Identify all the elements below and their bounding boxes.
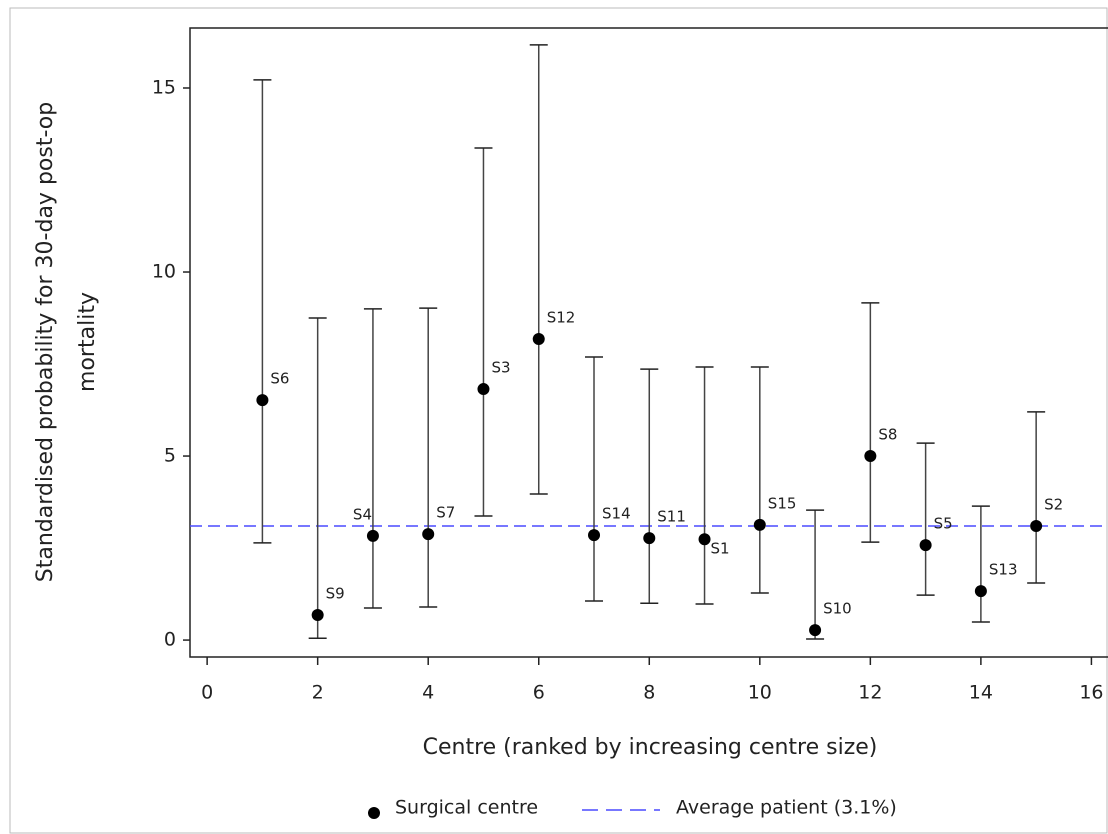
point-label: S4 [353, 505, 372, 523]
point [864, 450, 877, 463]
x-tick-label: 4 [422, 682, 434, 704]
point [366, 529, 379, 542]
y-axis-label: Standardised probability for 30-day post… [33, 102, 100, 582]
x-tick-label: 6 [533, 682, 545, 704]
point-label: S7 [436, 504, 455, 522]
point-label: S2 [1044, 495, 1063, 513]
legend-marker [368, 807, 380, 819]
point [643, 532, 656, 545]
x-tick-label: 14 [969, 682, 993, 704]
x-tick-label: 2 [312, 682, 324, 704]
point-label: S12 [547, 309, 576, 327]
point-label: S9 [326, 585, 345, 603]
point-label: S5 [934, 515, 953, 533]
point-label: S11 [657, 508, 686, 526]
point [477, 383, 490, 396]
x-tick-label: 12 [858, 682, 882, 704]
point-label: S10 [823, 600, 852, 618]
legend-label: Surgical centre [395, 797, 538, 819]
x-tick-label: 0 [201, 682, 213, 704]
point [698, 533, 711, 546]
point-label: S8 [878, 426, 897, 444]
point-label: S13 [989, 561, 1018, 579]
point [919, 539, 932, 552]
legend-label: Average patient (3.1%) [676, 797, 897, 819]
point [809, 624, 822, 637]
x-tick-label: 10 [748, 682, 772, 704]
point [422, 528, 435, 541]
point [588, 529, 601, 542]
point-label: S6 [270, 370, 289, 388]
y-axis-label-line: mortality [75, 292, 100, 392]
y-tick-label: 5 [164, 445, 176, 467]
point [256, 394, 269, 407]
point-label: S14 [602, 505, 631, 523]
x-tick-label: 8 [643, 682, 655, 704]
point [532, 333, 545, 346]
y-tick-label: 15 [152, 76, 176, 98]
point-label: S1 [711, 540, 730, 558]
y-tick-label: 10 [152, 261, 176, 283]
x-tick-label: 16 [1079, 682, 1103, 704]
y-axis-label-line: Standardised probability for 30-day post… [33, 102, 58, 582]
y-tick-label: 0 [164, 629, 176, 651]
point [1030, 519, 1043, 532]
figure-border [9, 7, 1108, 834]
x-axis-label: Centre (ranked by increasing centre size… [423, 735, 878, 760]
point [974, 585, 987, 598]
point [753, 518, 766, 531]
point [311, 609, 324, 622]
point-label: S15 [768, 494, 797, 512]
point-label: S3 [491, 359, 510, 377]
